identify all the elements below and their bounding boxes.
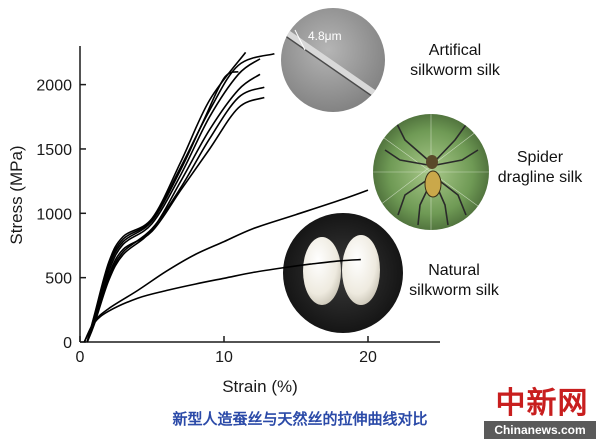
y-tick-label: 2000 <box>36 78 72 95</box>
x-tick-label: 20 <box>359 349 377 366</box>
y-tick-label: 1500 <box>36 142 72 159</box>
artificial-fiber-micrograph: 4.8μm <box>281 8 385 112</box>
series-line-artificial-silkworm-5 <box>86 70 239 343</box>
artificial-label-line2: silkworm silk <box>410 62 501 79</box>
cocoon-photo <box>283 213 403 333</box>
spider-photo <box>373 114 489 230</box>
natural-label-line2: silkworm silk <box>409 282 500 299</box>
y-axis-title: Stress (MPa) <box>7 145 26 244</box>
natural-label-line1: Natural <box>428 262 480 279</box>
spider-label-line1: Spider <box>517 149 564 166</box>
series-layer <box>83 51 369 343</box>
x-tick-label: 0 <box>76 349 85 366</box>
series-line-artificial-silkworm-6 <box>86 73 261 343</box>
chinanews-logo: 中新网 <box>495 386 589 421</box>
series-line-natural-silkworm-8 <box>83 258 361 343</box>
scale-bar-label: 4.8μm <box>308 29 342 43</box>
chinanews-site-label: Chinanews.com <box>484 421 596 439</box>
x-tick-label: 10 <box>215 349 233 366</box>
y-tick-label: 0 <box>63 335 72 352</box>
series-line-artificial-silkworm-2 <box>86 86 265 343</box>
spider-label-line2: dragline silk <box>498 169 583 186</box>
y-tick-label: 1000 <box>36 206 72 223</box>
series-line-artificial-silkworm-3 <box>86 96 265 343</box>
series-line-artificial-silkworm-1 <box>86 52 275 343</box>
artificial-label-line1: Artifical <box>429 42 481 59</box>
x-axis-title: Strain (%) <box>222 377 298 396</box>
figure-caption: 新型人造蚕丝与天然丝的拉伸曲线对比 <box>172 410 428 428</box>
y-tick-label: 500 <box>45 271 72 288</box>
series-line-spider-dragline-7 <box>83 189 369 343</box>
